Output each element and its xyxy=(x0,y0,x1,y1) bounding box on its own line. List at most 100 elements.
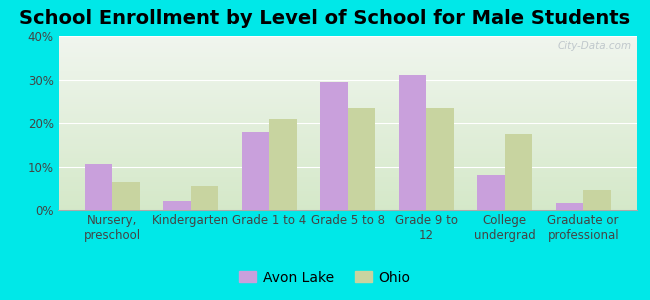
Bar xyxy=(58,99,637,100)
Bar xyxy=(58,50,637,52)
Text: City-Data.com: City-Data.com xyxy=(557,41,631,51)
Bar xyxy=(58,88,637,90)
Bar xyxy=(58,100,637,102)
Bar xyxy=(58,64,637,66)
Bar xyxy=(505,134,532,210)
Bar xyxy=(58,48,637,50)
Bar xyxy=(58,182,637,184)
Bar xyxy=(58,41,637,43)
Bar xyxy=(58,149,637,151)
Bar xyxy=(58,95,637,97)
Bar xyxy=(58,92,637,93)
Bar xyxy=(58,130,637,132)
Bar xyxy=(58,173,637,175)
Bar xyxy=(58,161,637,163)
Bar xyxy=(58,80,637,81)
Bar xyxy=(58,60,637,62)
Text: School Enrollment by Level of School for Male Students: School Enrollment by Level of School for… xyxy=(20,9,630,28)
Bar xyxy=(163,201,190,210)
Bar xyxy=(58,163,637,165)
Bar xyxy=(58,83,637,85)
Bar xyxy=(58,139,637,140)
Bar xyxy=(58,45,637,46)
Bar xyxy=(58,104,637,106)
Bar xyxy=(58,191,637,193)
Bar xyxy=(58,74,637,76)
Bar xyxy=(58,175,637,177)
Bar xyxy=(58,66,637,67)
Bar xyxy=(58,156,637,158)
Bar xyxy=(58,73,637,74)
Bar xyxy=(58,123,637,125)
Bar xyxy=(58,125,637,127)
Bar xyxy=(58,160,637,161)
Bar xyxy=(58,40,637,41)
Bar xyxy=(58,137,637,139)
Bar xyxy=(58,46,637,48)
Bar xyxy=(58,78,637,80)
Bar xyxy=(58,158,637,160)
Bar xyxy=(320,82,348,210)
Bar xyxy=(398,75,426,210)
Bar xyxy=(58,93,637,95)
Bar xyxy=(58,118,637,119)
Bar xyxy=(58,132,637,134)
Bar xyxy=(58,86,637,88)
Bar xyxy=(58,198,637,200)
Bar xyxy=(58,135,637,137)
Bar xyxy=(58,102,637,104)
Bar xyxy=(58,144,637,146)
Bar xyxy=(58,184,637,186)
Bar xyxy=(58,97,637,99)
Bar xyxy=(58,203,637,205)
Bar xyxy=(58,62,637,64)
Bar xyxy=(58,189,637,191)
Bar xyxy=(58,172,637,173)
Bar xyxy=(58,112,637,114)
Bar xyxy=(58,196,637,198)
Bar xyxy=(58,179,637,180)
Bar xyxy=(112,182,140,210)
Bar xyxy=(58,170,637,172)
Bar xyxy=(58,81,637,83)
Bar xyxy=(58,177,637,179)
Bar xyxy=(58,154,637,156)
Bar xyxy=(58,201,637,203)
Bar xyxy=(58,128,637,130)
Bar xyxy=(58,127,637,128)
Bar xyxy=(58,90,637,92)
Bar xyxy=(58,114,637,116)
Bar xyxy=(58,69,637,71)
Bar xyxy=(58,38,637,40)
Bar xyxy=(348,108,375,210)
Bar xyxy=(58,109,637,111)
Bar xyxy=(58,107,637,109)
Bar xyxy=(58,194,637,196)
Bar xyxy=(58,208,637,210)
Bar xyxy=(242,132,269,210)
Bar xyxy=(58,153,637,154)
Bar xyxy=(556,203,583,210)
Bar xyxy=(58,67,637,69)
Bar xyxy=(58,142,637,144)
Bar xyxy=(58,180,637,182)
Bar xyxy=(58,36,637,38)
Bar xyxy=(58,76,637,78)
Bar xyxy=(58,168,637,170)
Bar xyxy=(426,108,454,210)
Legend: Avon Lake, Ohio: Avon Lake, Ohio xyxy=(234,265,416,290)
Bar xyxy=(58,193,637,194)
Bar xyxy=(58,205,637,206)
Bar xyxy=(58,116,637,118)
Bar xyxy=(58,186,637,188)
Bar xyxy=(84,164,112,210)
Bar xyxy=(58,146,637,147)
Bar xyxy=(58,111,637,112)
Bar xyxy=(58,52,637,53)
Bar xyxy=(58,147,637,149)
Bar xyxy=(269,119,297,210)
Bar xyxy=(58,106,637,107)
Bar xyxy=(58,134,637,135)
Bar xyxy=(58,200,637,201)
Bar xyxy=(58,43,637,45)
